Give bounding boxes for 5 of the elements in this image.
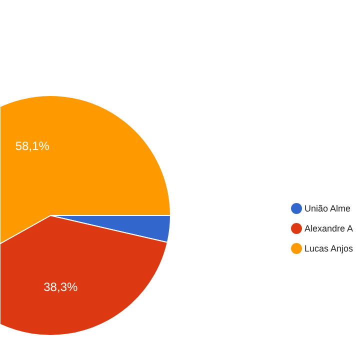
legend-label: Alexandre A — [304, 224, 354, 234]
legend-label: União Alme — [304, 204, 351, 214]
data-label: 38,3% — [44, 280, 78, 294]
legend-label: Lucas Anjos — [304, 244, 354, 254]
data-label: 58,1% — [15, 138, 50, 153]
